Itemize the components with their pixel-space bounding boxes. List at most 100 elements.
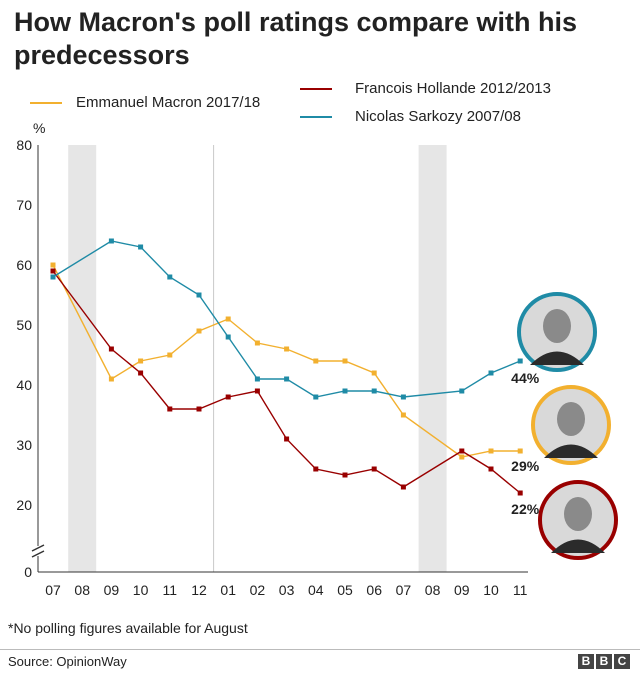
data-point: [517, 358, 523, 364]
portrait-head: [543, 309, 571, 343]
x-tick-label: 06: [366, 582, 382, 598]
data-point: [138, 244, 144, 250]
portrait-shoulders: [544, 444, 598, 458]
x-tick-label: 04: [308, 582, 324, 598]
data-point: [284, 346, 290, 352]
data-point: [167, 274, 173, 280]
series-lines: [50, 238, 523, 496]
x-tick-label: 02: [250, 582, 266, 598]
x-tick-label: 03: [279, 582, 295, 598]
data-point: [225, 316, 231, 322]
data-point: [50, 262, 56, 268]
data-point: [167, 406, 173, 412]
series-line: [52, 270, 521, 494]
axes: 0 20 30 40 50 60 70 80 07 08 09 10 11 12 01 02 03 04 05 06 0…: [16, 137, 528, 598]
portraits: [517, 292, 618, 560]
y-tick-label: 20: [16, 497, 32, 513]
data-point: [196, 406, 202, 412]
footnote: *No polling figures available for August: [8, 620, 248, 636]
data-point: [254, 376, 260, 382]
x-tick-label: 10: [133, 582, 149, 598]
y-tick-label: 80: [16, 137, 32, 153]
data-point: [313, 358, 319, 364]
y-tick-label: 70: [16, 197, 32, 213]
data-point: [400, 484, 406, 490]
end-value-label: 29%: [511, 458, 540, 474]
legend-swatch-macron: [30, 102, 62, 104]
end-labels: 29% 22% 44%: [511, 370, 540, 517]
data-point: [400, 412, 406, 418]
portrait-shoulders: [530, 351, 584, 365]
data-point: [108, 376, 114, 382]
data-point: [459, 388, 465, 394]
legend-label-sarkozy: Nicolas Sarkozy 2007/08: [355, 108, 521, 125]
data-point: [50, 274, 56, 280]
chart-title: How Macron's poll ratings compare with h…: [14, 7, 578, 70]
line-chart: 0 20 30 40 50 60 70 80 07 08 09 10 11 12 01 02 03 04 05 06 0…: [16, 137, 618, 598]
legend-label-macron: Emmanuel Macron 2017/18: [76, 94, 261, 111]
data-point: [254, 388, 260, 394]
bbc-logo-letter: C: [614, 654, 630, 669]
data-point: [313, 394, 319, 400]
data-point: [284, 376, 290, 382]
legend-label-hollande: Francois Hollande 2012/2013: [355, 80, 551, 97]
data-point: [488, 466, 494, 472]
no-data-shading: [68, 145, 447, 572]
y-tick-label: 40: [16, 377, 32, 393]
data-point: [488, 370, 494, 376]
y-tick-label: 0: [24, 564, 32, 580]
portrait-head: [564, 497, 592, 531]
bbc-logo: B B C: [578, 654, 630, 669]
data-point: [225, 394, 231, 400]
data-point: [196, 328, 202, 334]
data-point: [342, 358, 348, 364]
source-credit: Source: OpinionWay: [8, 654, 127, 669]
portrait-macron: [531, 385, 611, 465]
end-value-label: 22%: [511, 501, 540, 517]
x-tick-label: 10: [483, 582, 499, 598]
x-tick-label: 01: [220, 582, 236, 598]
x-tick-label: 09: [454, 582, 470, 598]
data-point: [108, 238, 114, 244]
x-tick-label: 07: [396, 582, 412, 598]
no-data-band: [418, 145, 447, 572]
data-point: [459, 448, 465, 454]
x-tick-label: 09: [104, 582, 120, 598]
data-point: [196, 292, 202, 298]
y-tick-label: 50: [16, 317, 32, 333]
data-point: [342, 472, 348, 478]
y-unit-label: %: [33, 120, 46, 136]
data-point: [108, 346, 114, 352]
data-point: [50, 268, 56, 274]
y-tick-label: 30: [16, 437, 32, 453]
data-point: [517, 490, 523, 496]
data-point: [254, 340, 260, 346]
data-point: [488, 448, 494, 454]
legend-swatch-sarkozy: [300, 116, 332, 118]
end-value-label: 44%: [511, 370, 540, 386]
no-data-band: [68, 145, 97, 572]
data-point: [313, 466, 319, 472]
data-point: [342, 388, 348, 394]
data-point: [138, 370, 144, 376]
x-tick-label: 12: [191, 582, 207, 598]
x-tick-label: 08: [74, 582, 90, 598]
x-tick-label: 11: [163, 582, 178, 598]
portrait-head: [557, 402, 585, 436]
axis-break-mark: [31, 550, 45, 558]
data-point: [400, 394, 406, 400]
portrait-hollande: [538, 480, 618, 560]
data-point: [371, 466, 377, 472]
bbc-logo-letter: B: [578, 654, 594, 669]
x-tick-label: 05: [337, 582, 353, 598]
data-point: [371, 388, 377, 394]
x-tick-label: 07: [45, 582, 61, 598]
data-point: [371, 370, 377, 376]
series-line: [52, 264, 521, 458]
portrait-shoulders: [551, 539, 605, 553]
data-point: [138, 358, 144, 364]
data-point: [225, 334, 231, 340]
data-point: [517, 448, 523, 454]
x-tick-label: 08: [425, 582, 441, 598]
data-point: [167, 352, 173, 358]
